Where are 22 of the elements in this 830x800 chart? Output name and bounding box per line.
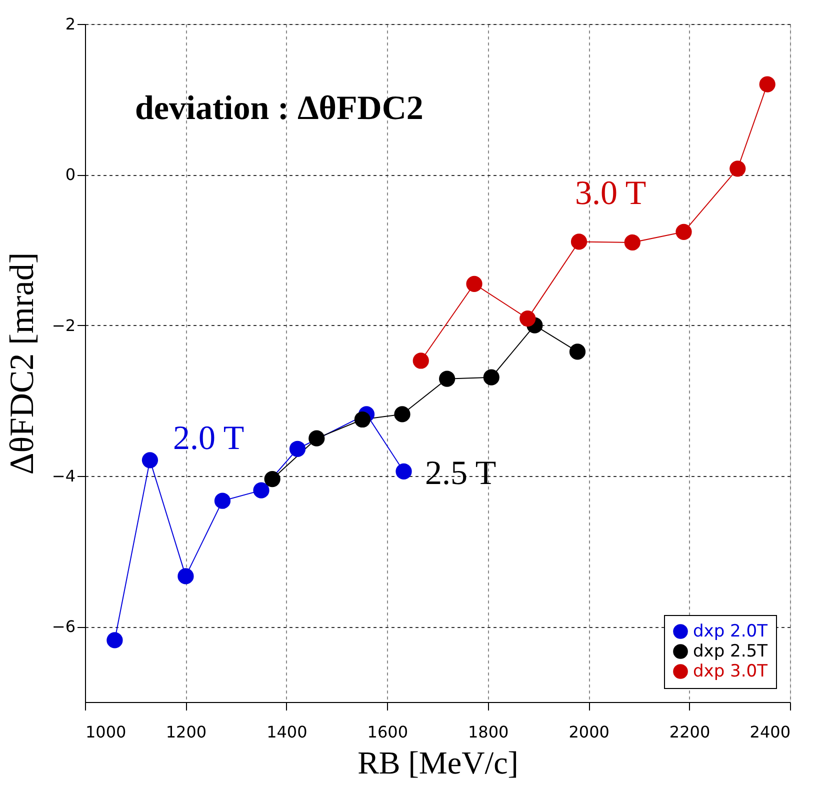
x-tick-label: 1200: [166, 722, 207, 742]
x-tick-label: 2000: [568, 722, 610, 742]
annotation: 2.5 T: [425, 455, 496, 492]
y-tick-label: −2: [52, 316, 76, 335]
legend-label: dxp 2.5T: [693, 642, 768, 662]
x-tick-label: 1800: [468, 722, 509, 742]
legend-label: dxp 3.0T: [693, 662, 768, 682]
y-tick-label: 0: [65, 165, 76, 184]
text: deviation : ΔθFDC2: [135, 90, 424, 127]
x-tick-label: 1000: [86, 722, 126, 742]
y-axis-title: ΔθFDC2 [mrad]: [4, 252, 41, 475]
x-tick-label: 1600: [367, 722, 408, 742]
x-tick-label: 2400: [750, 722, 790, 742]
annotation: 2.0 T: [173, 420, 244, 457]
annotation: 3.0 T: [575, 175, 646, 212]
y-tick-label: −4: [52, 466, 76, 486]
y-tick-label: −6: [52, 617, 76, 636]
x-tick-label: 1400: [266, 722, 308, 742]
x-tick-label: 2200: [669, 722, 710, 742]
y-tick-label: 2: [65, 14, 76, 34]
legend-label: dxp 2.0T: [693, 622, 768, 642]
x-axis-title: RB [MeV/c]: [358, 744, 518, 780]
